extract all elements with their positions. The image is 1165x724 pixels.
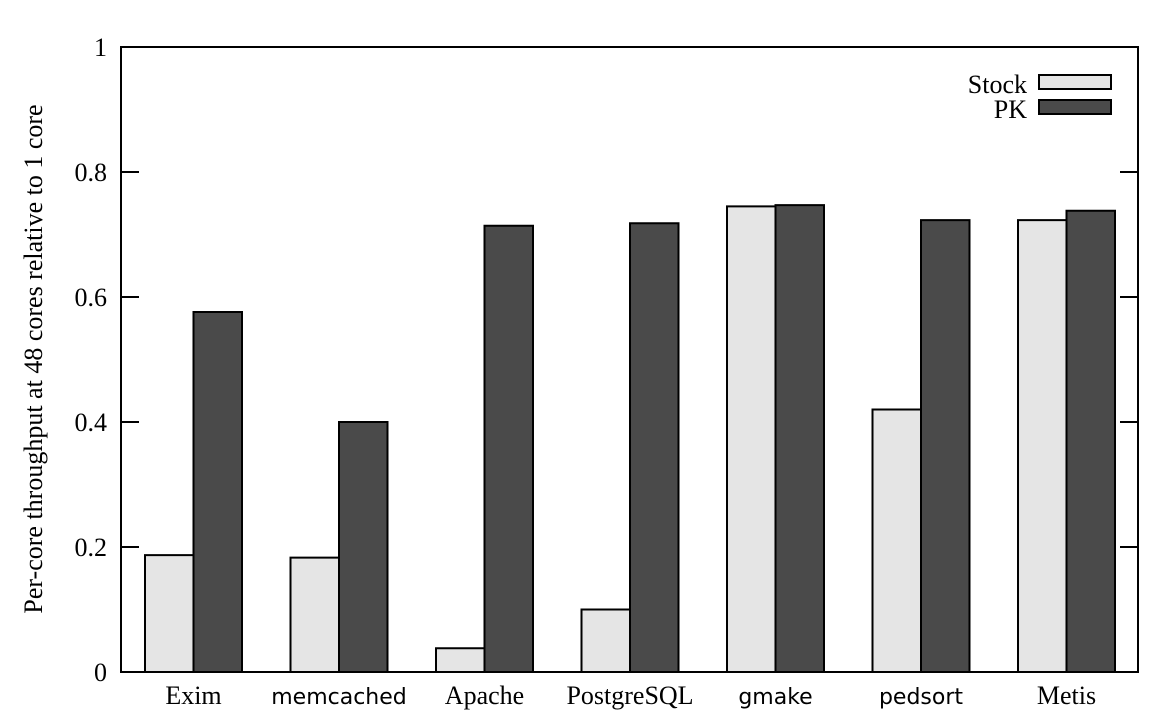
legend-swatch-pk	[1038, 99, 1112, 115]
y-tick-labels: 0 0.2 0.4 0.6 0.8 1	[75, 33, 108, 687]
bar-pk-postgresql	[629, 222, 680, 673]
legend-label-stock: Stock	[968, 70, 1027, 99]
x-tick-label: pedsort	[879, 685, 963, 710]
y-tick-label: 1	[94, 33, 107, 62]
bar-pk-apache	[483, 224, 534, 673]
y-tick-label: 0.4	[75, 408, 108, 437]
y-axis-label: Per-core throughput at 48 cores relative…	[19, 104, 48, 613]
x-tick-label: Exim	[165, 681, 221, 710]
bar-pk-metis	[1065, 209, 1116, 673]
y-tick-label: 0.6	[75, 283, 108, 312]
bar-pk-memcached	[338, 421, 389, 673]
bar-stock-apache	[435, 647, 486, 673]
legend-label-pk: PK	[994, 95, 1027, 124]
bar-stock-metis	[1017, 219, 1068, 673]
x-tick-label: Metis	[1037, 681, 1096, 710]
x-tick-label: gmake	[738, 685, 812, 710]
bars-group	[144, 204, 1116, 673]
bar-stock-memcached	[289, 556, 340, 673]
legend-swatch-stock	[1038, 74, 1112, 90]
bar-stock-postgresql	[580, 608, 631, 673]
x-tick-label: Apache	[445, 681, 524, 710]
plot-frame	[120, 46, 1139, 673]
x-tick-labels: Exim memcached Apache PostgreSQL gmake pedsor…	[165, 681, 1096, 710]
bar-pk-exim	[192, 311, 243, 673]
bar-stock-exim	[144, 554, 195, 673]
x-tick-label: memcached	[271, 685, 407, 710]
y-tick-label: 0.8	[75, 158, 108, 187]
x-tick-label: PostgreSQL	[566, 681, 693, 710]
y-tick-label: 0	[94, 658, 107, 687]
bar-pk-pedsort	[920, 219, 971, 673]
bar-stock-gmake	[726, 205, 777, 673]
bar-stock-pedsort	[871, 408, 922, 673]
y-tick-label: 0.2	[75, 533, 108, 562]
bar-pk-gmake	[774, 204, 825, 673]
